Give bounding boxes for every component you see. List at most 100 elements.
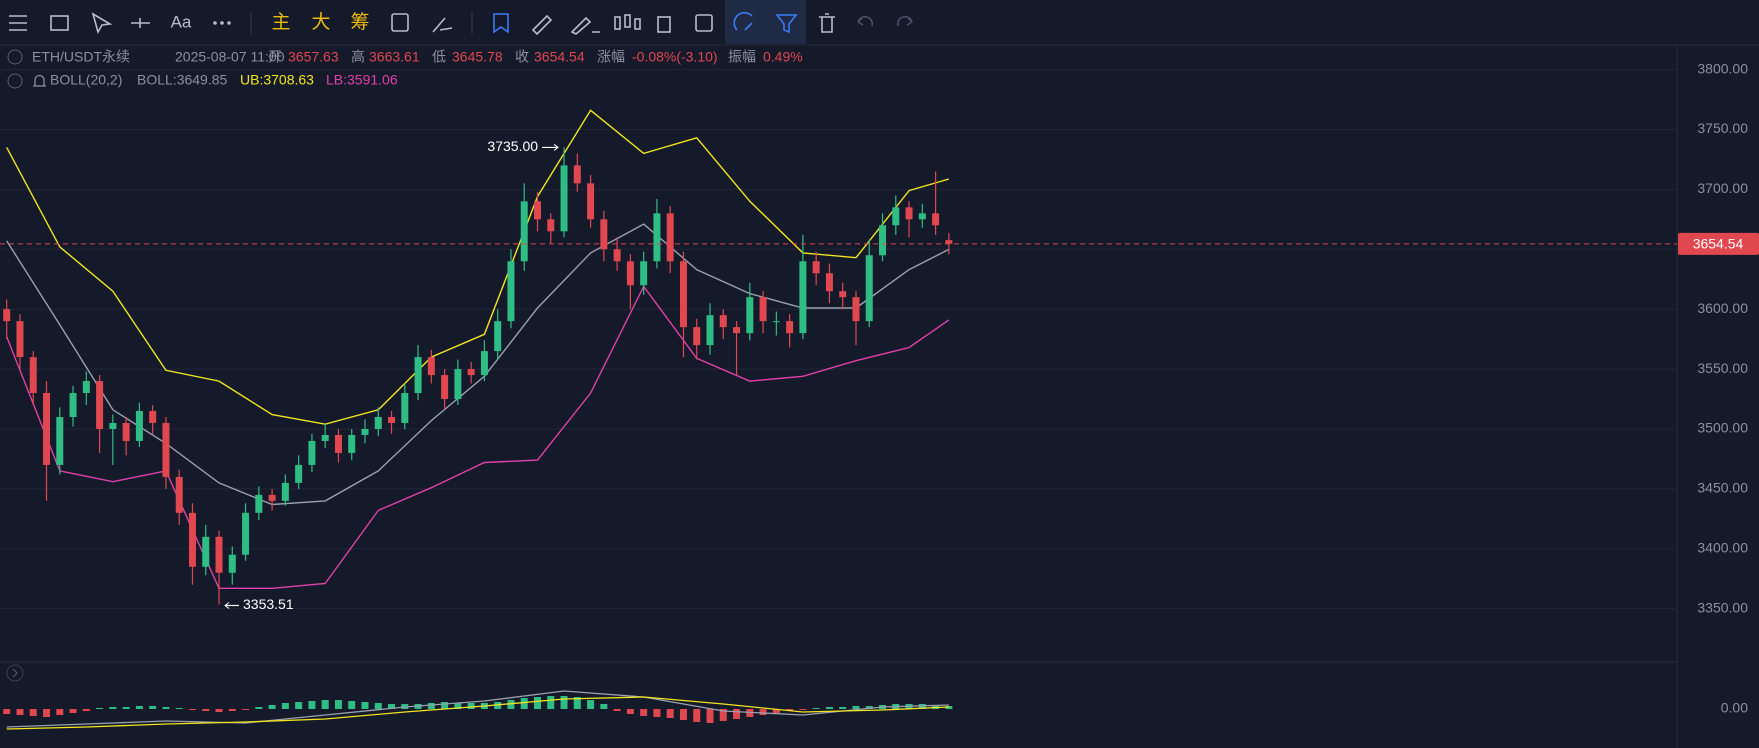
high-label: 高 <box>351 49 365 65</box>
change-value: -0.08%(-3.10) <box>632 49 718 65</box>
candle-body <box>507 261 515 322</box>
undo-icon[interactable] <box>857 15 874 27</box>
note-icon[interactable] <box>695 14 713 32</box>
candle-body <box>573 165 581 184</box>
main-button[interactable]: 主 <box>271 11 290 33</box>
candle-body <box>759 297 767 322</box>
candle-body <box>149 411 157 423</box>
rect-tool[interactable] <box>50 15 69 31</box>
annotation-label: 3353.51 <box>243 596 294 612</box>
macd-bar <box>733 709 741 719</box>
macd-bar <box>281 703 289 709</box>
macd-bar <box>918 704 926 709</box>
candle-body <box>679 261 687 328</box>
macd-bar <box>162 707 170 709</box>
replay-icon[interactable] <box>391 13 409 32</box>
collapse-icon[interactable] <box>7 73 23 89</box>
cursor-tool[interactable] <box>91 12 113 35</box>
candle-body <box>3 309 11 322</box>
macd-bar <box>441 702 449 709</box>
y-tick-label: 3600.00 <box>1697 300 1748 316</box>
macd-bar <box>534 697 541 709</box>
macd-bar <box>587 700 595 709</box>
candle-body <box>56 416 64 465</box>
chip-button[interactable]: 筹 <box>350 11 369 33</box>
macd-bar <box>547 696 555 709</box>
lock-icon[interactable] <box>657 16 671 33</box>
y-tick-label: 0.00 <box>1721 700 1748 716</box>
y-tick-label: 3400.00 <box>1697 539 1748 555</box>
candle-body <box>918 213 926 220</box>
more-icon[interactable] <box>213 21 231 25</box>
candle-body <box>825 273 833 292</box>
candle-icon[interactable] <box>614 14 641 30</box>
open-value: 3657.63 <box>288 49 339 65</box>
text-tool[interactable]: Aa <box>171 12 192 31</box>
candle-body <box>852 297 860 322</box>
candle-body <box>719 315 727 328</box>
bookmark-icon[interactable] <box>493 13 509 34</box>
candle-body <box>188 512 196 567</box>
candle-body <box>16 321 24 358</box>
low-value: 3645.78 <box>452 49 503 65</box>
macd-bar <box>679 709 687 720</box>
macd-bar <box>706 709 714 723</box>
candle-body <box>653 213 661 262</box>
symbol: ETH/USDT永续 <box>32 49 130 65</box>
big-button[interactable]: 大 <box>311 11 330 33</box>
macd-bar <box>3 709 11 714</box>
macd-bar <box>865 706 873 709</box>
macd-bar <box>43 709 51 717</box>
amplitude-label: 振幅 <box>728 49 756 65</box>
indicator-upper: UB:3708.63 <box>240 72 314 88</box>
macd-bar <box>799 709 807 710</box>
brush-icon[interactable] <box>570 16 600 35</box>
candle-body <box>520 201 528 262</box>
magnet-icon[interactable] <box>733 11 753 31</box>
macd-bar <box>242 709 250 710</box>
candle-body <box>215 536 223 573</box>
candle-body <box>786 321 794 334</box>
candle-body <box>268 494 276 501</box>
candle-body <box>242 512 250 555</box>
y-tick-label: 3500.00 <box>1697 420 1748 436</box>
macd-bar <box>295 702 303 709</box>
macd-bar <box>374 703 382 709</box>
menu-icon[interactable] <box>9 15 27 31</box>
y-tick-label: 3550.00 <box>1697 360 1748 376</box>
candle-body <box>547 219 555 232</box>
macd-bar <box>573 697 581 709</box>
macd-bar <box>759 709 767 715</box>
filter-icon[interactable] <box>775 14 798 34</box>
macd-bar <box>653 709 661 717</box>
macd-bar <box>388 704 396 709</box>
macd-bar <box>719 709 727 721</box>
macd-bar <box>348 701 356 709</box>
candle-body <box>480 351 488 376</box>
candle-body <box>69 393 77 417</box>
pen-icon[interactable] <box>432 17 453 33</box>
macd-bar <box>268 705 276 709</box>
redo-icon[interactable] <box>896 15 913 27</box>
candle-body <box>441 375 449 400</box>
candle-body <box>135 411 143 441</box>
expand-icon[interactable] <box>6 664 24 682</box>
candle-body <box>865 255 873 322</box>
alert-icon[interactable] <box>33 74 46 87</box>
macd-bar <box>188 709 196 710</box>
y-tick-label: 3350.00 <box>1697 599 1748 615</box>
macd-bar <box>494 702 502 709</box>
macd-bar <box>122 707 130 709</box>
macd-bar <box>772 709 780 713</box>
collapse-icon[interactable] <box>7 49 23 65</box>
ruler-icon[interactable] <box>531 14 553 36</box>
macd-bar <box>215 709 223 712</box>
macd-bar <box>255 707 263 709</box>
macd-bar <box>321 700 329 709</box>
annotation-label: 3735.00 <box>487 138 538 154</box>
trash-icon[interactable] <box>819 13 835 33</box>
line-tool[interactable] <box>131 18 150 28</box>
y-tick-label: 3800.00 <box>1697 60 1748 76</box>
macd-bar <box>640 709 648 716</box>
